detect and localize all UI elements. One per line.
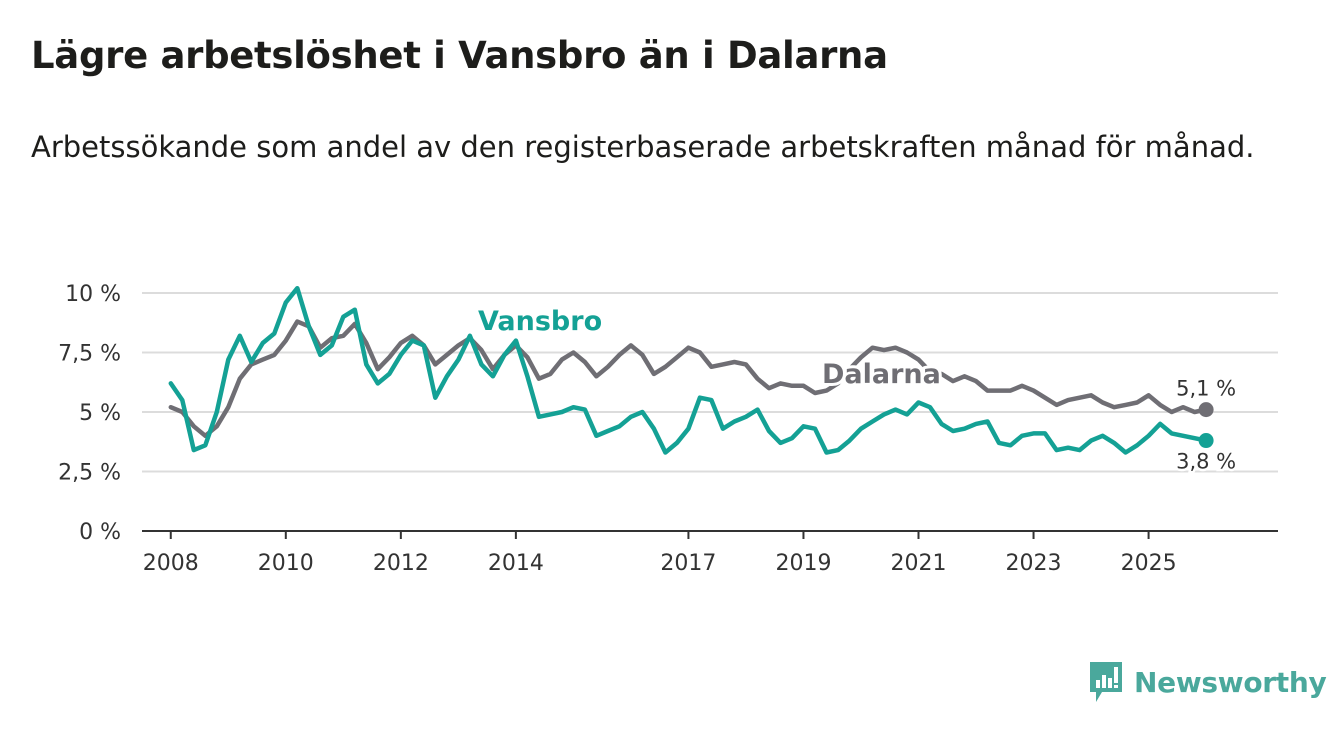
series-label-vansbro: Vansbro	[478, 306, 602, 337]
x-tick-label: 2023	[1006, 551, 1062, 576]
newsworthy-chart-icon	[1090, 662, 1122, 702]
x-tick-label: 2021	[891, 551, 947, 576]
y-tick-label: 0 %	[79, 520, 121, 545]
chart-title: Lägre arbetslöshet i Vansbro än i Dalarn…	[31, 34, 888, 77]
end-value-label-dalarna: 5,1 %	[1176, 377, 1236, 401]
series-line-dalarna	[168, 319, 1209, 439]
x-tick-label: 2014	[488, 551, 544, 576]
newsworthy-logo: Newsworthy	[1088, 660, 1327, 704]
x-tick-label: 2017	[660, 551, 716, 576]
x-tick-label: 2025	[1121, 551, 1177, 576]
y-tick-label: 5 %	[79, 401, 121, 426]
y-tick-label: 7,5 %	[58, 342, 121, 367]
series-label-dalarna: Dalarna	[822, 359, 941, 390]
x-tick-label: 2010	[258, 551, 314, 576]
y-tick-label: 10 %	[65, 282, 121, 307]
chart-subtitle: Arbetssökande som andel av den registerb…	[31, 130, 1255, 164]
end-point-vansbro	[1198, 433, 1214, 449]
end-point-dalarna	[1198, 402, 1214, 418]
x-tick-label: 2019	[775, 551, 831, 576]
end-value-label-vansbro: 3,8 %	[1176, 450, 1236, 474]
series-line-vansbro	[168, 285, 1209, 455]
x-tick-label: 2008	[143, 551, 199, 576]
x-tick-label: 2012	[373, 551, 429, 576]
logo-wordmark: Newsworthy	[1134, 665, 1327, 699]
y-tick-label: 2,5 %	[58, 461, 121, 486]
